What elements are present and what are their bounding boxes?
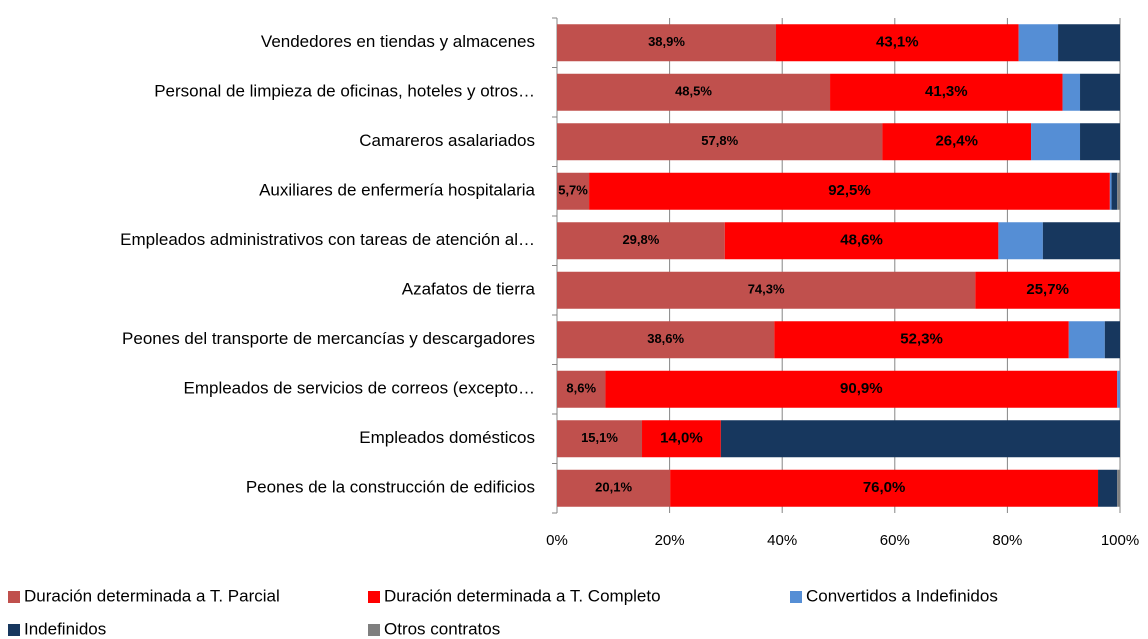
data-label: 15,1% xyxy=(581,430,618,445)
x-tick-label: 0% xyxy=(546,532,568,549)
bar-segment xyxy=(1117,172,1120,210)
bar-segment xyxy=(557,271,976,309)
bar-segment xyxy=(720,420,1120,458)
x-tick-label: 80% xyxy=(992,532,1022,549)
legend-swatch xyxy=(368,624,380,636)
data-label: 38,9% xyxy=(648,34,685,49)
data-label: 57,8% xyxy=(701,133,738,148)
bar-segment xyxy=(1031,123,1081,161)
y-tick-label: Vendedores en tiendas y almacenes xyxy=(261,32,535,51)
data-label: 20,1% xyxy=(595,480,632,495)
bar-segment xyxy=(557,123,883,161)
y-tick-label: Auxiliares de enfermería hospitalaria xyxy=(259,181,535,200)
bar-segment xyxy=(642,420,721,458)
legend-swatch xyxy=(8,591,20,603)
data-label: 26,4% xyxy=(935,133,978,150)
data-label: 90,9% xyxy=(840,380,883,397)
bar-segment xyxy=(1098,469,1118,507)
data-label: 74,3% xyxy=(748,282,785,297)
bar-segment xyxy=(1068,321,1105,359)
data-label: 38,6% xyxy=(647,331,684,346)
bar-segment xyxy=(776,24,1019,62)
bar-segment xyxy=(975,271,1120,309)
data-label: 5,7% xyxy=(558,183,588,198)
bar-segment xyxy=(557,469,671,507)
bar-segment xyxy=(1062,73,1081,111)
bar-segment xyxy=(724,222,999,260)
bar-segment xyxy=(1117,370,1120,408)
x-tick-label: 40% xyxy=(767,532,797,549)
bar-segment xyxy=(1109,172,1112,210)
bar-segment xyxy=(557,321,775,359)
legend-label: Indefinidos xyxy=(24,619,106,638)
data-label: 25,7% xyxy=(1026,281,1069,298)
legend-swatch xyxy=(790,591,802,603)
data-label: 8,6% xyxy=(566,381,596,396)
bar-segment xyxy=(670,469,1099,507)
bar-segment xyxy=(882,123,1032,161)
y-tick-label: Personal de limpieza de oficinas, hotele… xyxy=(154,82,535,101)
data-label: 52,3% xyxy=(900,331,943,348)
y-tick-label: Peones del transporte de mercancías y de… xyxy=(122,329,535,348)
data-label: 14,0% xyxy=(660,430,703,447)
x-tick-label: 60% xyxy=(880,532,910,549)
data-label: 43,1% xyxy=(876,34,919,51)
y-tick-label: Camareros asalariados xyxy=(359,131,535,150)
legend-label: Duración determinada a T. Parcial xyxy=(24,586,280,605)
data-label: 48,5% xyxy=(675,84,712,99)
legend-swatch xyxy=(368,591,380,603)
legend-swatch xyxy=(8,624,20,636)
data-label: 48,6% xyxy=(840,232,883,249)
legend-label: Convertidos a Indefinidos xyxy=(806,586,998,605)
y-tick-label: Empleados domésticos xyxy=(359,428,535,447)
bar-segment xyxy=(998,222,1043,260)
bar-segment xyxy=(1117,469,1120,507)
bar-segment xyxy=(1080,73,1120,111)
bar-segment xyxy=(774,321,1069,359)
x-tick-label: 20% xyxy=(655,532,685,549)
legend-label: Otros contratos xyxy=(384,619,500,638)
bar-segment xyxy=(605,370,1118,408)
bar-segment xyxy=(589,172,1110,210)
legend-label: Duración determinada a T. Completo xyxy=(384,586,661,605)
x-tick-label: 100% xyxy=(1101,532,1139,549)
bar-segment xyxy=(1080,123,1120,161)
data-label: 92,5% xyxy=(828,182,871,199)
bar-segment xyxy=(557,222,725,260)
bar-segment xyxy=(557,172,590,210)
y-tick-label: Empleados de servicios de correos (excep… xyxy=(184,379,536,398)
bar-segment xyxy=(557,370,606,408)
bar-segment xyxy=(1018,24,1059,62)
bar-segment xyxy=(1042,222,1120,260)
data-label: 76,0% xyxy=(863,479,906,496)
bar-segment xyxy=(557,73,831,111)
bar-segment xyxy=(830,73,1063,111)
bar-segment xyxy=(1058,24,1120,62)
bar-segment xyxy=(557,24,777,62)
data-label: 41,3% xyxy=(925,83,968,100)
y-tick-label: Empleados administrativos con tareas de … xyxy=(120,230,535,249)
y-tick-label: Azafatos de tierra xyxy=(402,280,536,299)
bar-segment xyxy=(557,420,643,458)
y-tick-label: Peones de la construcción de edificios xyxy=(246,478,535,497)
bar-segment xyxy=(1104,321,1120,359)
bar-segment xyxy=(1111,172,1118,210)
data-label: 29,8% xyxy=(622,232,659,247)
